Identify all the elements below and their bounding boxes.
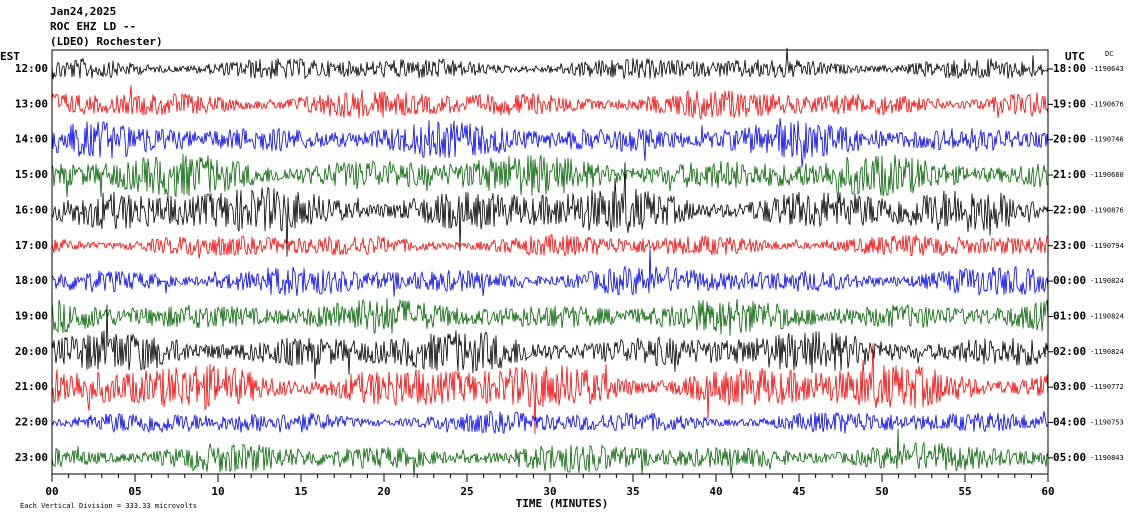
x-tick-label: 30 [543, 485, 556, 498]
dc-value: -1190772 [1090, 383, 1124, 391]
utc-label: 19:00 [1053, 97, 1086, 110]
x-tick-label: 40 [709, 485, 722, 498]
traces [51, 47, 1049, 478]
dc-value: -1190876 [1090, 206, 1124, 214]
utc-label: 02:00 [1053, 345, 1086, 358]
date: Jan24,2025 [50, 5, 116, 18]
x-tick-label: 55 [958, 485, 971, 498]
est-label: 20:00 [15, 345, 48, 358]
x-tick-label: 45 [792, 485, 805, 498]
dc-value: -1190824 [1090, 348, 1124, 356]
trace [51, 153, 1049, 200]
utc-label: 01:00 [1053, 309, 1086, 322]
x-tick-label: 20 [377, 485, 390, 498]
utc-label: 18:00 [1053, 62, 1086, 75]
dc-value: -1190843 [1090, 454, 1124, 462]
x-tick-label: 60 [1041, 485, 1054, 498]
plot-frame [51, 49, 1049, 475]
dc-value: -1190643 [1090, 65, 1124, 73]
utc-label: 05:00 [1053, 451, 1086, 464]
trace [51, 234, 1049, 259]
station: ROC EHZ LD -- [50, 20, 136, 33]
utc-label: 20:00 [1053, 133, 1086, 146]
trace [51, 428, 1049, 478]
est-label: 23:00 [15, 451, 48, 464]
trace [51, 298, 1049, 336]
trace [51, 84, 1049, 120]
trace [51, 410, 1049, 435]
est-label: 18:00 [15, 274, 48, 287]
footer: Each Vertical Division = 333.33 microvol… [20, 502, 197, 510]
trace [51, 343, 1049, 435]
right-axis-title: UTC [1065, 50, 1085, 63]
x-tick-label: 15 [294, 485, 307, 498]
est-label: 15:00 [15, 168, 48, 181]
est-label: 21:00 [15, 380, 48, 393]
x-tick-label: 50 [875, 485, 888, 498]
x-tick-label: 00 [45, 485, 58, 498]
utc-label: 21:00 [1053, 168, 1086, 181]
utc-label: 00:00 [1053, 274, 1086, 287]
est-label: 14:00 [15, 133, 48, 146]
trace [51, 162, 1049, 257]
trace [51, 47, 1049, 80]
dc-value: -1190676 [1090, 100, 1124, 108]
dc-value: -1190824 [1090, 312, 1124, 320]
est-label: 16:00 [15, 203, 48, 216]
x-tick-label: 05 [128, 485, 141, 498]
dc-value: -1190794 [1090, 242, 1124, 250]
trace [51, 118, 1049, 168]
est-label: 17:00 [15, 239, 48, 252]
est-label: 13:00 [15, 97, 48, 110]
network: (LDEO) Rochester) [50, 35, 163, 48]
utc-label: 03:00 [1053, 380, 1086, 393]
utc-label: 23:00 [1053, 239, 1086, 252]
est-label: 22:00 [15, 416, 48, 429]
trace [51, 248, 1049, 297]
dc-value: -1190680 [1090, 171, 1124, 179]
utc-label: 22:00 [1053, 203, 1086, 216]
dc-value: -1190753 [1090, 419, 1124, 427]
est-label: 12:00 [15, 62, 48, 75]
x-tick-label: 25 [460, 485, 473, 498]
dc-value: -1190824 [1090, 277, 1124, 285]
dc-title: DC [1105, 50, 1113, 58]
utc-label: 04:00 [1053, 416, 1086, 429]
trace [51, 304, 1049, 380]
est-label: 19:00 [15, 309, 48, 322]
x-tick-label: 10 [211, 485, 224, 498]
x-tick-label: 35 [626, 485, 639, 498]
left-axis-title: EST [0, 50, 20, 63]
dc-value: -1190746 [1090, 136, 1124, 144]
x-axis-label: TIME (MINUTES) [516, 497, 609, 510]
